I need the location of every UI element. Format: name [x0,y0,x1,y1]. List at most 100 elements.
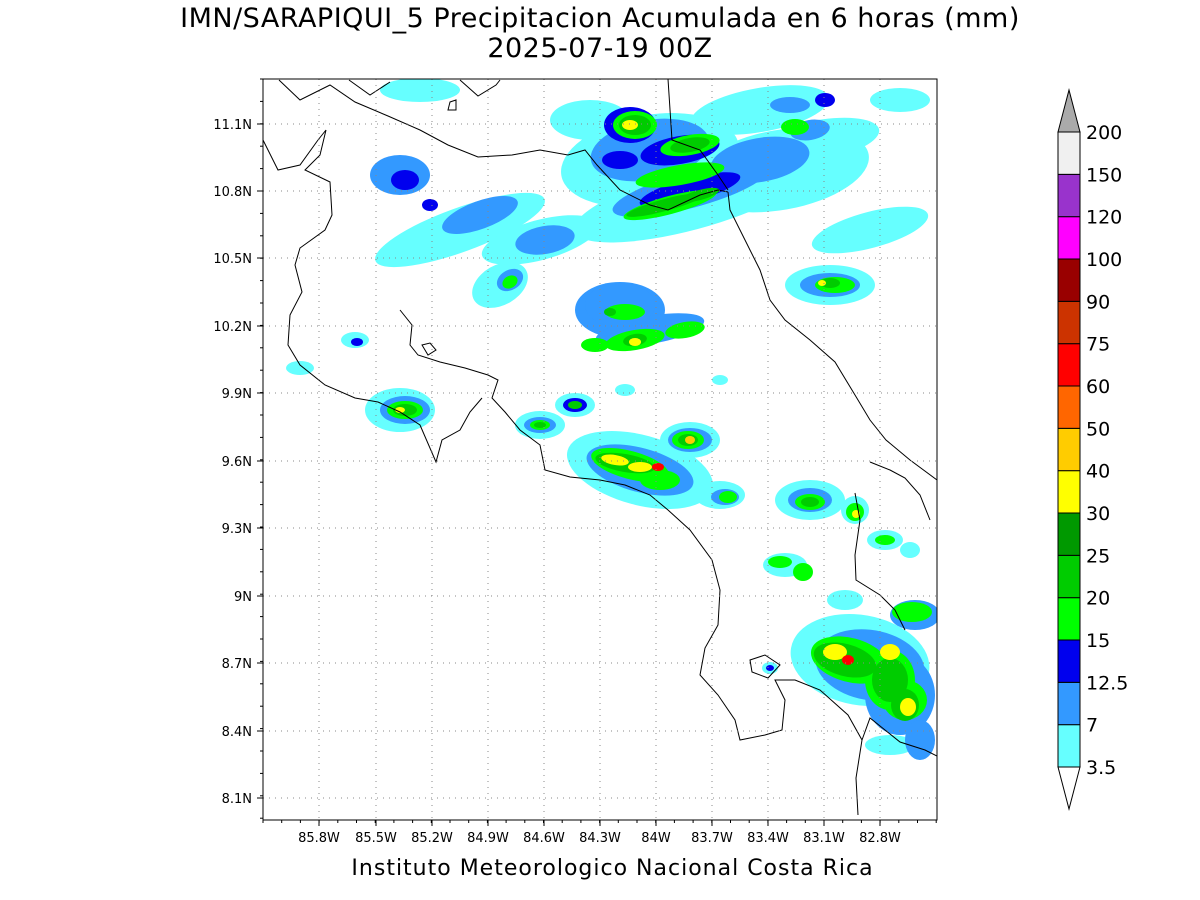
y-tick-label: 11.1N [213,118,252,133]
pacific-coast-north [263,129,483,464]
colorbar-swatch [1057,470,1081,514]
precip-contour [515,225,575,255]
precip-contour [670,137,710,153]
colorbar-label: 3.5 [1086,757,1116,779]
precip-contour [818,280,826,286]
lat-lon-grid [263,79,937,820]
precip-contour [870,88,930,112]
x-tick-label: 83.1W [803,831,845,846]
y-tick-label: 9.6N [222,455,252,470]
x-tick-label: 83.4W [747,831,789,846]
y-tick-label: 10.5N [213,252,252,267]
map-subtitle-datetime: 2025-07-19 00Z [487,33,713,64]
precip-contour [905,720,935,760]
colorbar-label: 90 [1086,291,1110,313]
x-tick-label: 85.8W [298,831,340,846]
coastline-and-borders [263,79,937,816]
x-tick-label: 82.8W [859,831,901,846]
precip-contour [900,542,920,558]
precipitation-field [286,79,937,760]
precip-contour [892,602,932,622]
colorbar-label: 75 [1086,334,1110,356]
colorbar-label: 25 [1086,545,1110,567]
precip-contour [581,338,609,352]
colorbar-label: 20 [1086,588,1110,610]
panama-peninsula [861,717,937,757]
nicoya-gulf [399,309,863,816]
precip-contour [622,120,638,130]
y-tick-label: 10.2N [213,320,252,335]
lake-island [447,99,457,111]
precip-contour [568,401,582,409]
precip-contour [635,162,725,188]
precip-contour [823,644,847,660]
colorbar-swatch [1057,343,1081,387]
nicaragua-lake-shore [278,79,729,211]
colorbar-swatch [1057,258,1081,302]
colorbar-label: 40 [1086,461,1110,483]
precip-contour [605,304,645,320]
precip-contour [534,422,546,428]
precip-contour [875,535,895,545]
colorbar-label: 50 [1086,418,1110,440]
precip-contour [781,119,809,135]
y-tick-label: 10.8N [213,185,252,200]
precip-contour [880,644,900,660]
precip-contour [712,375,728,385]
y-tick-label: 9.3N [222,522,252,537]
institution-credit: Instituto Meteorologico Nacional Costa R… [351,856,874,881]
colorbar-swatch [1057,724,1081,768]
precip-contour [422,199,438,211]
precip-contour [793,563,813,581]
colorbar-swatch [1057,300,1081,345]
colorbar-max-arrow [1057,88,1081,133]
precip-contour [391,170,419,190]
map-title: IMN/SARAPIQUI_5 Precipitacion Acumulada … [180,3,1020,34]
colorbar-swatch [1057,554,1081,599]
precip-contour [900,698,916,716]
precip-contour [395,407,405,413]
colorbar-label: 60 [1086,376,1110,398]
precip-contour [827,590,863,610]
x-tick-label: 85.2W [411,831,453,846]
y-tick-label: 8.7N [222,657,252,672]
precip-contour [815,93,835,107]
precip-contour [766,665,774,671]
precip-contour [640,470,680,490]
precip-contour [380,79,460,102]
nicoya-island [421,342,437,356]
x-tick-label: 84.9W [467,831,509,846]
panama-border-north [667,79,729,191]
colorbar-label: 12.5 [1086,672,1128,694]
precip-contour [502,275,518,289]
precip-contour [665,321,705,339]
precip-contour [768,556,792,568]
precip-contour [628,462,652,472]
precip-contour [770,97,810,113]
colorbar-swatch [1057,427,1081,472]
precip-contour [615,384,635,396]
colorbar-swatch [1057,597,1081,641]
osa-detail [749,654,781,679]
colorbar-label: 150 [1086,164,1122,186]
precip-contour [710,136,810,184]
lake-nicaragua-north [348,79,501,97]
precip-contour [286,361,314,375]
x-tick-label: 84W [641,831,671,846]
panama-border [854,492,906,631]
y-tick-label: 8.4N [222,725,252,740]
precip-contour [685,436,695,444]
precip-contour [811,206,929,254]
precip-contour [865,735,915,755]
colorbar-swatch [1057,173,1081,218]
colorbar-label: 30 [1086,503,1110,525]
precip-contour [601,454,629,466]
precip-contour [629,338,641,346]
precip-contour [852,510,860,518]
x-tick-label: 83.7W [691,831,733,846]
precip-contour [351,338,363,346]
colorbar-label: 7 [1086,715,1098,737]
precip-contour [719,491,737,503]
latitude-axis: 11.1N 10.8N 10.5N 10.2N 9.9N 9.6N 9.3N 9N 8.7N 8.… [213,78,263,819]
